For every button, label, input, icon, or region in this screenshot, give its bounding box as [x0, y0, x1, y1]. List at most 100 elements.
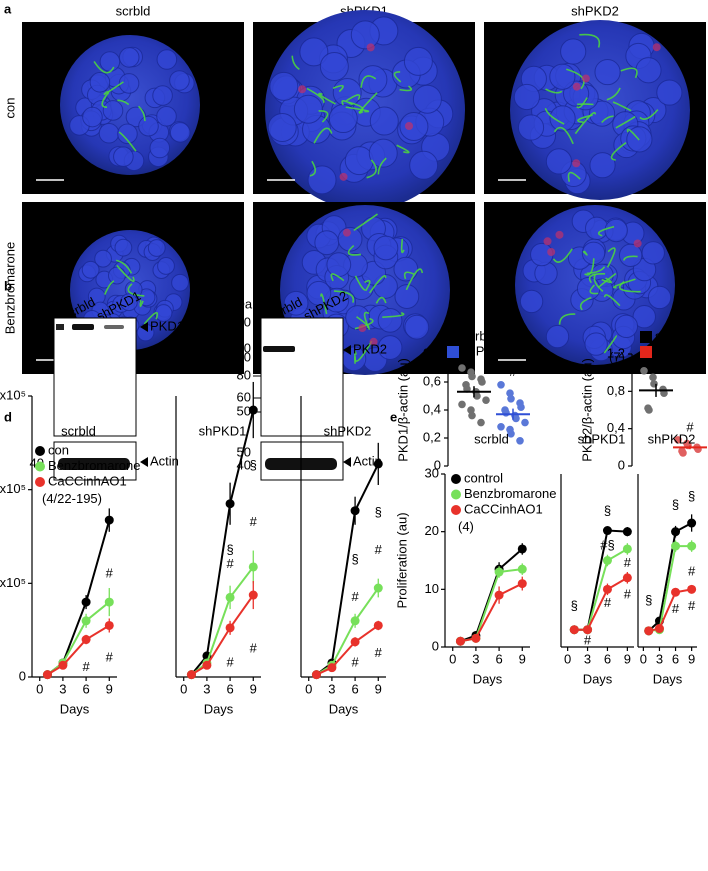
- marker-label: 100: [229, 349, 251, 364]
- annotation: #: [250, 640, 258, 655]
- data-point: [512, 414, 520, 423]
- data-point: [468, 372, 476, 381]
- blot-unit: kDa: [22, 296, 46, 311]
- y-tick-label: 2x10⁵: [0, 575, 26, 590]
- membrane-stain: [597, 225, 615, 237]
- series-line: [315, 463, 380, 676]
- nucleus: [584, 332, 608, 356]
- n-label: (14): [420, 349, 443, 364]
- membrane-stain: [313, 127, 333, 144]
- data-point: [467, 406, 475, 414]
- series-line: [574, 576, 628, 631]
- membrane-stain: [579, 296, 592, 311]
- data-point: [654, 624, 664, 634]
- band: [58, 458, 130, 470]
- x-tick-label: 0: [640, 651, 647, 666]
- membrane-stain: [118, 131, 137, 152]
- data-point: [81, 597, 91, 607]
- data-point: [327, 663, 337, 673]
- nucleus: [152, 85, 173, 106]
- membrane-stain: [377, 157, 387, 175]
- nucleus: [545, 148, 573, 175]
- membrane-stain: [353, 213, 378, 231]
- subplot-title: scrbld: [474, 431, 509, 446]
- target-label: PKD1: [150, 318, 184, 333]
- data-point: [506, 389, 514, 398]
- nucleus: [118, 73, 140, 94]
- data-point: [350, 506, 360, 516]
- red-stain: [298, 85, 307, 94]
- band: [72, 324, 94, 330]
- nucleus: [119, 293, 138, 312]
- nucleus: [156, 105, 177, 127]
- annotation: #: [226, 654, 234, 669]
- membrane-stain: [626, 128, 640, 141]
- membrane-stain: [354, 275, 366, 291]
- nucleus: [369, 106, 399, 136]
- legend-swatch: [447, 346, 459, 358]
- x-tick-label: 6: [82, 681, 89, 696]
- subplot-title: scrbld: [61, 423, 96, 438]
- nucleus: [368, 138, 398, 168]
- membrane-stain: [330, 273, 345, 282]
- red-stain: [342, 228, 351, 237]
- x-axis-label: Days: [329, 701, 359, 716]
- nucleus: [94, 249, 112, 268]
- data-point: [494, 590, 504, 600]
- marker-label: 80: [237, 367, 251, 382]
- y-tick-label: 0,4: [423, 401, 441, 416]
- data-point: [477, 418, 485, 427]
- nucleus: [267, 112, 297, 142]
- data-point: [622, 527, 632, 537]
- x-tick-label: 3: [584, 651, 591, 666]
- annotation: #: [226, 556, 234, 571]
- membrane-stain: [396, 144, 410, 154]
- nucleus: [594, 58, 621, 86]
- legend-label: scrbld: [655, 328, 690, 343]
- target-label: PKD2: [353, 341, 387, 356]
- data-point: [602, 526, 612, 536]
- column-header: shPKD2: [571, 3, 619, 18]
- marker-label: 120: [229, 340, 251, 355]
- x-tick-label: 9: [250, 681, 257, 696]
- x-tick-label: 0: [180, 681, 187, 696]
- legend-note: (4/22-195): [42, 491, 102, 506]
- membrane-stain: [405, 268, 424, 291]
- membrane-stain: [309, 160, 317, 177]
- membrane-stain: [399, 85, 413, 92]
- marker-label: 60: [237, 389, 251, 404]
- data-point: [81, 635, 91, 645]
- membrane-stain: [400, 238, 405, 254]
- membrane-stain: [639, 109, 659, 120]
- red-stain: [405, 121, 414, 130]
- nucleus: [632, 305, 656, 329]
- membrane-stain: [610, 142, 627, 161]
- panel-letter: b: [4, 278, 12, 293]
- data-point: [248, 590, 258, 600]
- subplot-title: shPKD2: [648, 431, 696, 446]
- data-point: [687, 518, 697, 528]
- x-tick-label: 3: [328, 681, 335, 696]
- nucleus: [269, 71, 299, 101]
- annotation: #: [351, 654, 359, 669]
- membrane-stain: [368, 275, 387, 294]
- data-point: [373, 459, 383, 469]
- y-tick-label: 0,8: [423, 345, 441, 360]
- membrane-stain: [612, 101, 632, 112]
- red-stain: [366, 43, 375, 52]
- membrane-stain: [558, 313, 576, 325]
- nucleus: [560, 38, 587, 65]
- membrane-stain: [601, 115, 614, 124]
- x-tick-label: 0: [36, 681, 43, 696]
- series-line: [460, 568, 523, 643]
- nucleus: [513, 83, 540, 111]
- series-line: [460, 582, 523, 643]
- membrane-stain: [333, 290, 355, 303]
- band: [104, 325, 124, 329]
- blot: [53, 317, 137, 437]
- data-point: [458, 400, 466, 409]
- series-line: [46, 624, 110, 676]
- data-point: [42, 670, 52, 680]
- significance: #: [686, 419, 694, 434]
